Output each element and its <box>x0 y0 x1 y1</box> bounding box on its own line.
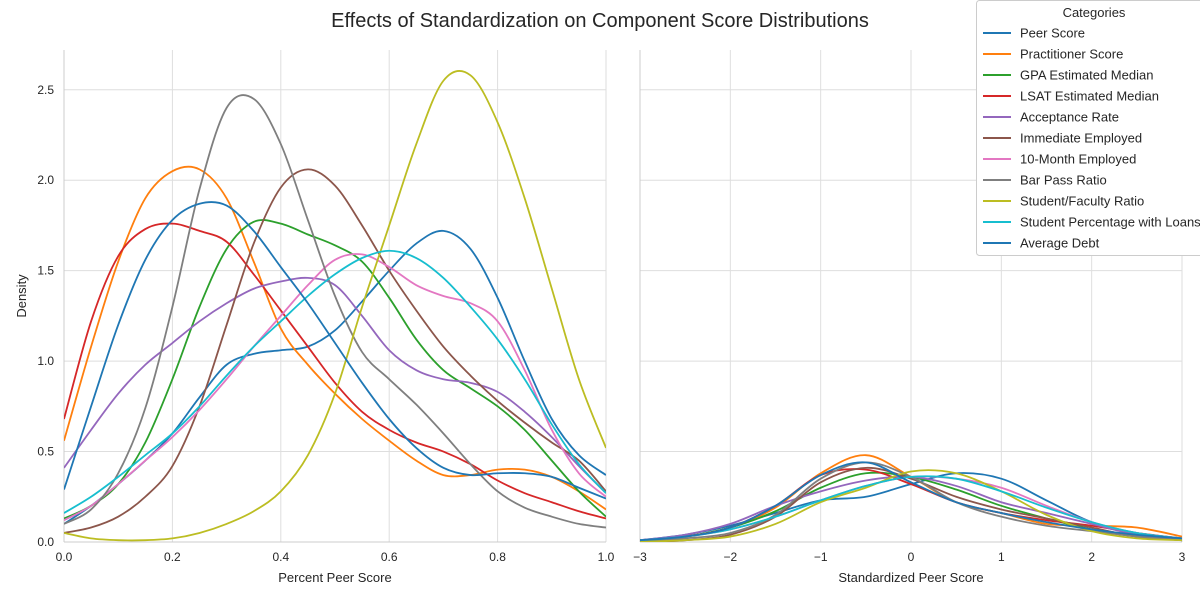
left-ytick-label: 1.0 <box>37 354 54 368</box>
legend-entry-label: Student/Faculty Ratio <box>1020 194 1144 209</box>
left-ytick-label: 0.0 <box>37 535 54 549</box>
right-xtick-label: 2 <box>1088 550 1095 564</box>
left-series-line-acceptance-rate <box>64 276 606 494</box>
right-series-group <box>640 454 1182 542</box>
legend-entry-label: LSAT Estimated Median <box>1020 89 1159 104</box>
legend-entry-label: Average Debt <box>1020 236 1100 251</box>
left-series-line-student-percentage-with-loans <box>64 249 606 514</box>
legend-entry-label: Student Percentage with Loans <box>1020 215 1200 230</box>
right-panel: −3 −2 −1 0 1 2 3 Standardized Peer Score <box>633 50 1186 585</box>
left-series-line-10-month-employed <box>64 253 606 522</box>
left-series-line-student-faculty-ratio <box>64 70 606 542</box>
legend-entry-label: GPA Estimated Median <box>1020 68 1153 83</box>
legend-entry-label: Acceptance Rate <box>1020 110 1119 125</box>
right-x-axis-label: Standardized Peer Score <box>838 570 983 585</box>
left-xtick-label: 1.0 <box>598 550 615 564</box>
legend-entry-label: Bar Pass Ratio <box>1020 173 1107 188</box>
legend-entry-label: 10-Month Employed <box>1020 152 1136 167</box>
left-xtick-label: 0.2 <box>164 550 181 564</box>
right-xtick-label: 1 <box>998 550 1005 564</box>
legend-title: Categories <box>1063 5 1126 20</box>
legend-entry-label: Peer Score <box>1020 26 1085 41</box>
right-xtick-label: 0 <box>908 550 915 564</box>
left-series-line-immediate-employed <box>64 168 606 534</box>
left-series-line-lsat-estimated-median <box>64 222 606 520</box>
right-xtick-label: −1 <box>814 550 828 564</box>
legend-entry-label: Immediate Employed <box>1020 131 1142 146</box>
right-series-line-student-faculty-ratio <box>640 469 1182 542</box>
left-xtick-label: 0.6 <box>381 550 398 564</box>
right-xtick-label: −2 <box>723 550 737 564</box>
left-series-line-practitioner-score <box>64 165 606 511</box>
left-series-line-gpa-estimated-median <box>64 219 606 520</box>
legend-frame <box>976 0 1200 256</box>
right-xtick-label: 3 <box>1179 550 1186 564</box>
left-series-line-average-debt <box>64 201 606 500</box>
legend: Categories Peer Score Practitioner Score G… <box>976 0 1200 256</box>
left-panel: 0.0 0.2 0.4 0.6 0.8 1.0 0.0 0.5 1.0 1.5 2.0 2.5 Dens… <box>14 50 615 585</box>
right-xtick-label: −3 <box>633 550 647 564</box>
left-xtick-label: 0.0 <box>56 550 73 564</box>
right-series-line-immediate-employed <box>640 466 1182 542</box>
left-series-line-bar-pass-ratio <box>64 94 606 529</box>
left-series-group <box>64 70 606 542</box>
left-ytick-label: 2.0 <box>37 173 54 187</box>
left-ytick-label: 0.5 <box>37 445 54 459</box>
figure-title: Effects of Standardization on Component … <box>331 10 869 32</box>
left-xtick-label: 0.8 <box>489 550 506 564</box>
left-y-axis-label: Density <box>14 274 29 318</box>
left-xtick-label: 0.4 <box>272 550 289 564</box>
left-ytick-label: 1.5 <box>37 264 54 278</box>
legend-entries: Peer Score Practitioner Score GPA Estimate… <box>983 26 1200 251</box>
left-x-axis-label: Percent Peer Score <box>278 570 391 585</box>
right-series-line-student-percentage-with-loans <box>640 475 1182 542</box>
left-ytick-label: 2.5 <box>37 83 54 97</box>
legend-entry-label: Practitioner Score <box>1020 47 1123 62</box>
right-series-line-average-debt <box>640 461 1182 542</box>
